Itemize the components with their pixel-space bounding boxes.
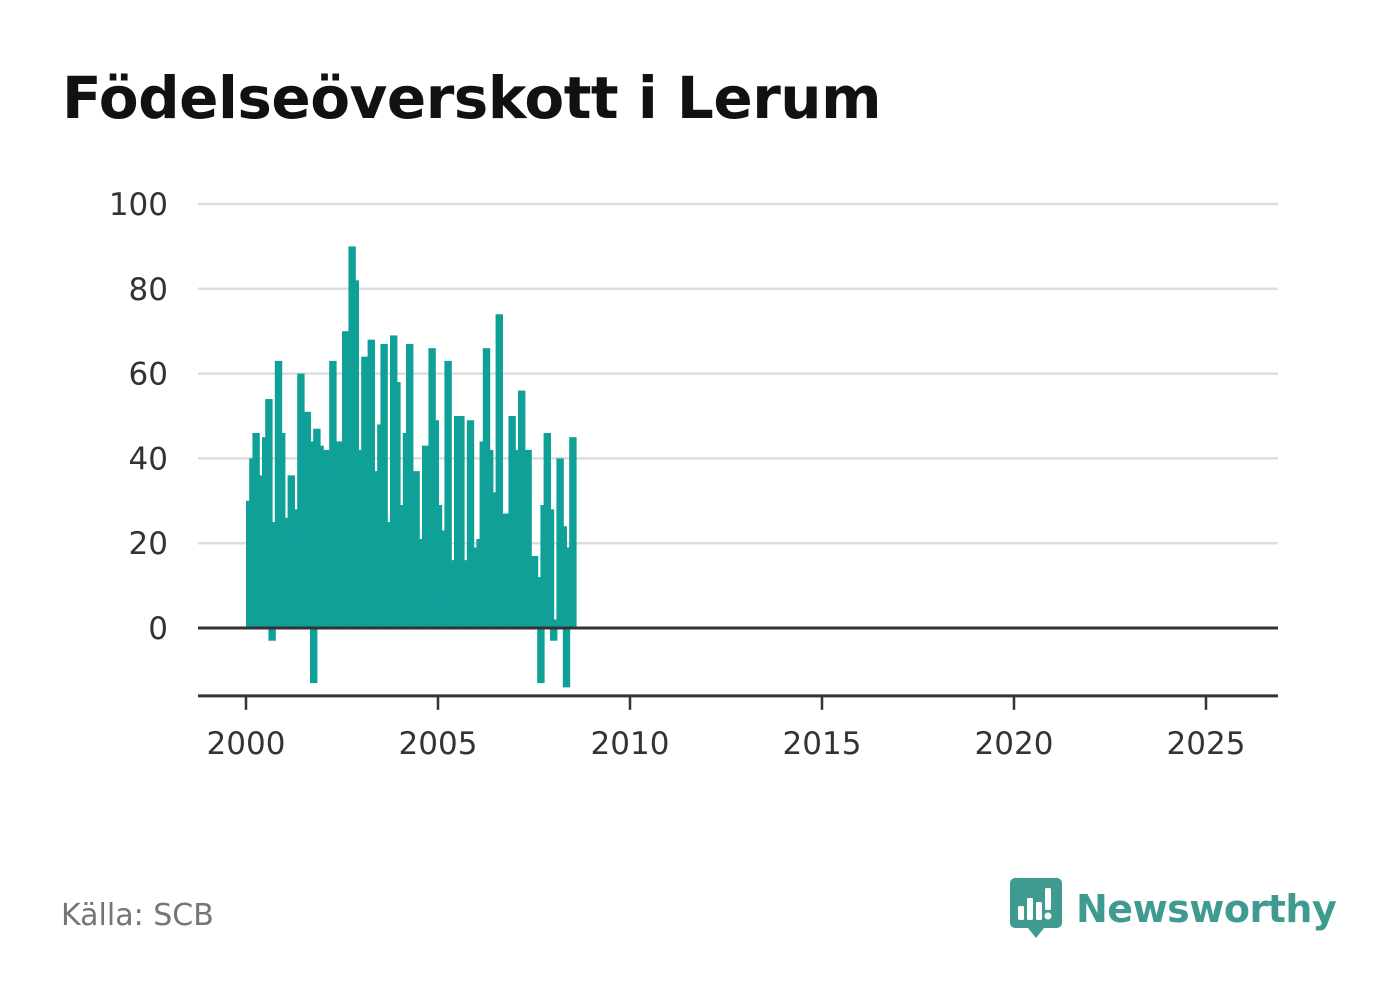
- bar-46: [393, 382, 401, 628]
- axes: [198, 626, 1278, 710]
- bar-7: [268, 628, 276, 641]
- bar-94: [546, 509, 555, 628]
- bar-33: [351, 280, 359, 628]
- y-tick-label-80: 80: [129, 272, 168, 308]
- bar-6: [265, 399, 273, 628]
- source-note: Källa: SCB: [61, 898, 214, 933]
- x-tick-label-2000: 2000: [207, 726, 286, 762]
- bar-30: [342, 331, 350, 628]
- brand-name: Newsworthy: [1076, 887, 1337, 931]
- bar-87: [524, 449, 532, 628]
- bar-91: [537, 628, 545, 684]
- bar-chart-speech-bubble-icon: [1010, 878, 1062, 938]
- brand-logo: Newsworthy: [1010, 878, 1337, 940]
- bar-26: [329, 360, 337, 628]
- x-tick-label-2020: 2020: [975, 726, 1054, 762]
- bars: [246, 246, 577, 688]
- bar-98: [559, 526, 567, 628]
- bar-101: [569, 437, 577, 628]
- bar-19: [306, 441, 315, 628]
- bar-82: [508, 416, 516, 628]
- y-tick-labels: 0 20 40 60 80 100: [109, 187, 168, 647]
- bar-66: [457, 416, 465, 628]
- bar-2: [252, 432, 260, 628]
- bar-59: [434, 505, 443, 628]
- y-tick-label-20: 20: [129, 526, 168, 562]
- bar-99: [562, 628, 571, 688]
- bar-69: [466, 420, 475, 628]
- x-tick-label-2010: 2010: [591, 726, 670, 762]
- bar-95: [550, 628, 558, 641]
- y-tick-label-0: 0: [148, 611, 168, 647]
- y-tick-label-60: 60: [129, 357, 168, 393]
- y-tick-label-100: 100: [109, 187, 168, 223]
- bar-62: [444, 360, 452, 628]
- bar-75: [486, 449, 494, 628]
- bar-90: [534, 577, 542, 628]
- y-tick-label-40: 40: [129, 441, 168, 477]
- bar-55: [422, 445, 430, 628]
- x-tick-label-2025: 2025: [1167, 726, 1246, 762]
- x-tick-label-2005: 2005: [399, 726, 478, 762]
- bar-42: [380, 343, 388, 628]
- chart-title: Födelseöverskott i Lerum: [62, 64, 882, 132]
- bar-50: [406, 343, 414, 628]
- x-tick-label-2015: 2015: [783, 726, 862, 762]
- bar-78: [495, 314, 503, 628]
- x-tick-labels: 2000 2005 2010 2015 2020 2025: [207, 726, 1246, 762]
- bar-20: [310, 628, 318, 684]
